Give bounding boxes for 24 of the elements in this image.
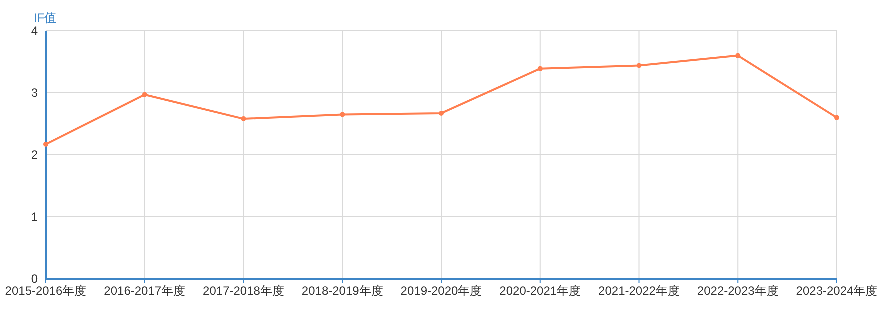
x-tick-label: 2015-2016年度 [5, 284, 87, 298]
point [439, 110, 444, 116]
y-axis-title: IF值 [34, 11, 57, 25]
point [241, 116, 246, 122]
y-tick-label: 4 [31, 24, 38, 38]
x-tick-label: 2019-2020年度 [400, 284, 482, 298]
point [44, 142, 48, 147]
point [736, 53, 741, 58]
x-tick-label: 2023-2024年度 [796, 284, 878, 298]
y-tick-label: 3 [31, 86, 38, 100]
y-tick-label: 2 [31, 148, 38, 162]
point [636, 63, 642, 68]
x-tick-label: 2018-2019年度 [302, 284, 384, 298]
point [538, 66, 543, 72]
x-tick-label: 2017-2018年度 [203, 284, 284, 298]
y-tick-label: 1 [31, 210, 38, 224]
y-tick-label: 0 [31, 272, 38, 286]
x-tick-label: 2020-2021年度 [500, 284, 582, 298]
x-tick-label: 2021-2022年度 [598, 284, 680, 298]
point [834, 115, 840, 120]
point [340, 112, 346, 118]
x-tick-label: 2022-2023年度 [697, 284, 779, 298]
x-tick-label: 2016-2017年度 [104, 284, 186, 298]
point [142, 92, 148, 98]
